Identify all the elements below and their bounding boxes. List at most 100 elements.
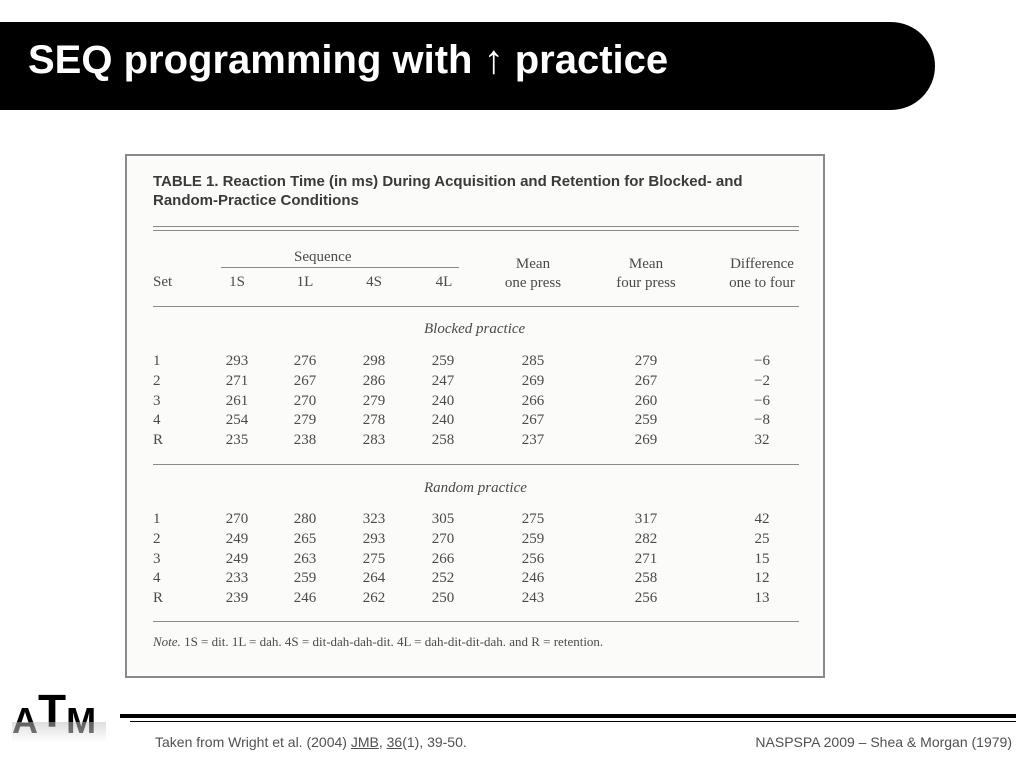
- footer-citation-journal: JMB: [350, 734, 379, 750]
- blocked-cell-set: 2: [153, 372, 161, 389]
- blocked-cell-mean-four-press: 267: [634, 372, 658, 389]
- table-scan: TABLE 1. Reaction Time (in ms) During Acq…: [125, 154, 825, 678]
- header-set: Set: [153, 274, 173, 290]
- blocked-cell-4l: 240: [431, 412, 455, 429]
- table-caption-label: TABLE 1.: [153, 173, 219, 190]
- blocked-cell-set: R: [153, 432, 164, 449]
- random-cell-1l: 246: [293, 590, 317, 607]
- random-cell-4s: 275: [362, 550, 386, 567]
- blocked-cell-1l: 238: [293, 432, 317, 449]
- random-cell-mean-four-press: 317: [634, 511, 658, 527]
- blocked-cell-4s: 278: [362, 412, 386, 429]
- random-cell-set: 2: [153, 530, 161, 547]
- random-cell-1l: 263: [293, 550, 317, 567]
- random-cell-4s: 262: [362, 590, 386, 607]
- random-cell-1l: 259: [293, 570, 317, 587]
- logo-reflection: [12, 722, 106, 742]
- random-cell-difference: 42: [754, 511, 770, 527]
- table-top-rule: [153, 226, 799, 227]
- blocked-cell-mean-one-press: 269: [521, 372, 545, 389]
- table-caption-text: Reaction Time (in ms) During Acquisition…: [153, 173, 743, 209]
- random-cell-mean-one-press: 256: [521, 550, 545, 567]
- random-cell-mean-four-press: 271: [634, 550, 658, 567]
- random-cell-1s: 239: [225, 590, 249, 607]
- random-cell-mean-four-press: 256: [634, 590, 658, 607]
- title-banner: [0, 22, 935, 119]
- footer-citation: Taken from Wright et al. (2004) JMB, 36(…: [155, 734, 467, 751]
- table-caption: TABLE 1. Reaction Time (in ms) During Acq…: [153, 172, 793, 210]
- random-cell-difference: 13: [754, 590, 770, 607]
- random-cell-1s: 249: [225, 550, 249, 567]
- section-divider-rule: [153, 464, 799, 465]
- blocked-cell-mean-one-press: 237: [521, 432, 545, 449]
- sequence-rule: [221, 267, 459, 268]
- table-note: Note. 1S = dit. 1L = dah. 4S = dit-dah-d…: [153, 634, 603, 650]
- random-cell-1l: 280: [293, 511, 317, 527]
- footer-citation-sep: ,: [378, 734, 387, 750]
- header-4l: 4L: [435, 274, 453, 290]
- blocked-cell-mean-four-press: 260: [634, 392, 658, 409]
- random-cell-mean-four-press: 258: [634, 570, 658, 587]
- footer-citation-volume: 36: [386, 734, 403, 750]
- blocked-cell-mean-one-press: 266: [521, 392, 545, 409]
- random-cell-4s: 264: [362, 570, 386, 587]
- table-top-rule-second: [153, 230, 799, 231]
- table-bottom-rule: [153, 621, 799, 622]
- random-cell-4s: 323: [362, 511, 386, 527]
- blocked-cell-1s: 254: [225, 412, 249, 429]
- random-cell-4l: 266: [431, 550, 455, 567]
- table-note-label: Note.: [153, 634, 181, 649]
- blocked-cell-4l: 258: [431, 432, 455, 449]
- random-cell-4l: 305: [431, 511, 455, 527]
- blocked-cell-1s: 293: [225, 353, 249, 369]
- blocked-cell-1l: 270: [293, 392, 317, 409]
- slide-title: SEQ programming with ↑ practice: [28, 38, 669, 82]
- random-cell-mean-one-press: 246: [521, 570, 545, 587]
- footer-citation-prefix: Taken from Wright et al. (2004): [155, 734, 351, 750]
- header-difference-line1: Difference: [730, 256, 794, 272]
- random-cell-set: 4: [153, 570, 161, 587]
- random-cell-4l: 250: [431, 590, 455, 607]
- blocked-cell-4l: 247: [431, 372, 455, 389]
- blocked-cell-1l: 276: [293, 353, 317, 369]
- blocked-cell-1s: 235: [225, 432, 249, 449]
- footer-citation-pages: (1), 39-50.: [402, 734, 467, 750]
- blocked-cell-mean-four-press: 279: [634, 353, 658, 369]
- header-mean-one-line1: Mean: [515, 256, 551, 272]
- header-mean-four-line2: four press: [616, 275, 676, 291]
- blocked-cell-difference: 32: [754, 432, 770, 449]
- blocked-cell-set: 1: [153, 353, 161, 369]
- blocked-cell-mean-one-press: 267: [521, 412, 545, 429]
- blocked-cell-4l: 259: [431, 353, 455, 369]
- section-label-random: Random practice: [424, 480, 527, 496]
- random-cell-set: 3: [153, 550, 161, 567]
- header-1s: 1S: [229, 274, 245, 290]
- random-cell-mean-one-press: 259: [521, 530, 545, 547]
- blocked-cell-mean-four-press: 259: [634, 412, 658, 429]
- random-cell-mean-one-press: 275: [521, 511, 545, 527]
- blocked-cell-4s: 298: [362, 353, 386, 369]
- blocked-cell-1l: 279: [293, 412, 317, 429]
- blocked-cell-difference: −6: [754, 353, 770, 369]
- blocked-cell-difference: −6: [754, 392, 770, 409]
- blocked-cell-1s: 261: [225, 392, 249, 409]
- blocked-cell-difference: −8: [754, 412, 770, 429]
- random-cell-1s: 249: [225, 530, 249, 547]
- blocked-cell-mean-one-press: 285: [521, 353, 545, 369]
- header-bottom-rule: [153, 306, 799, 307]
- random-cell-set: R: [153, 590, 164, 607]
- random-cell-mean-one-press: 243: [521, 590, 545, 607]
- blocked-cell-set: 3: [153, 392, 161, 409]
- header-1l: 1L: [296, 274, 314, 290]
- blocked-cell-4s: 283: [362, 432, 386, 449]
- blocked-cell-4l: 240: [431, 392, 455, 409]
- section-label-blocked: Blocked practice: [424, 321, 526, 337]
- table-note-text: 1S = dit. 1L = dah. 4S = dit-dah-dah-dit…: [184, 634, 604, 649]
- header-4s: 4S: [366, 274, 382, 290]
- random-cell-4l: 270: [431, 530, 455, 547]
- footer-rule-thick: [120, 714, 1016, 718]
- random-cell-set: 1: [153, 511, 161, 527]
- random-cell-1s: 233: [225, 570, 249, 587]
- random-cell-4s: 293: [362, 530, 386, 547]
- blocked-cell-4s: 286: [362, 372, 386, 389]
